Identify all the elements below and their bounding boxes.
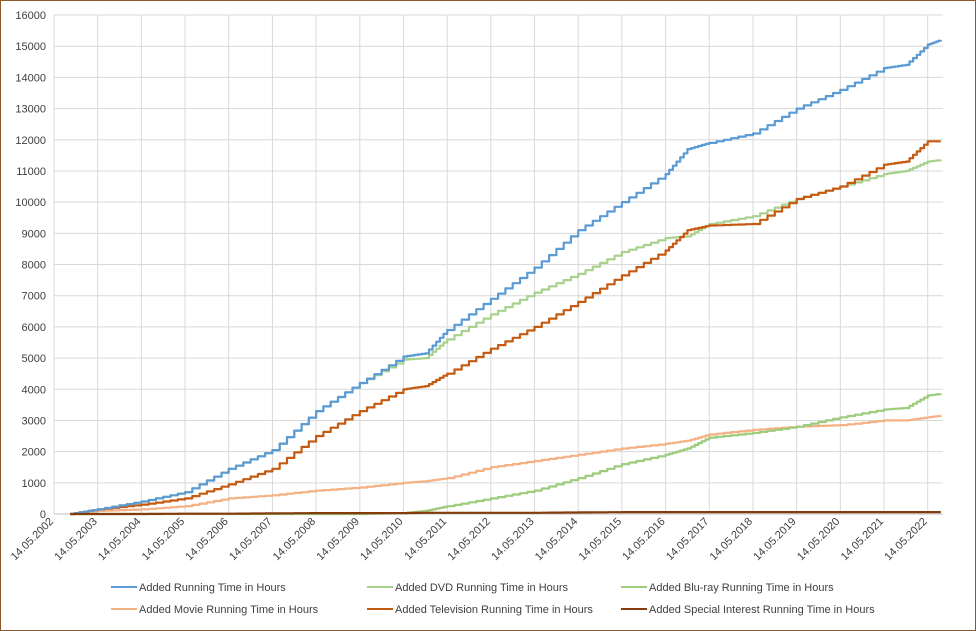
legend: Added Running Time in Hours Added DVD Run…: [111, 582, 875, 616]
x-tick-label: 14.05.2007: [227, 516, 274, 563]
legend-item: Added Blu-ray Running Time in Hours: [621, 582, 834, 594]
x-tick-label: 14.05.2016: [620, 516, 667, 563]
y-tick-label: 8000: [22, 260, 46, 272]
y-tick-label: 6000: [22, 322, 46, 334]
x-axis-tick-labels: 14.05.200214.05.200314.05.200414.05.2005…: [9, 516, 930, 563]
x-tick-label: 14.05.2019: [751, 516, 798, 563]
y-tick-label: 1000: [22, 478, 46, 490]
legend-item: Added DVD Running Time in Hours: [367, 582, 569, 594]
y-tick-label: 4000: [22, 384, 46, 396]
y-tick-label: 11000: [16, 166, 46, 178]
x-tick-label: 14.05.2017: [664, 516, 711, 563]
x-tick-label: 14.05.2006: [183, 516, 230, 563]
x-tick-label: 14.05.2009: [314, 516, 361, 563]
x-tick-label: 14.05.2020: [795, 516, 842, 563]
y-tick-label: 7000: [22, 291, 46, 303]
x-tick-label: 14.05.2022: [882, 516, 929, 563]
x-tick-label: 14.05.2014: [533, 516, 580, 563]
y-tick-label: 0: [40, 509, 46, 521]
x-tick-label: 14.05.2002: [9, 516, 56, 563]
y-tick-label: 2000: [22, 447, 46, 459]
y-tick-label: 3000: [22, 415, 46, 427]
series-line: [70, 511, 941, 516]
series-line: [70, 393, 942, 516]
legend-label: Added Television Running Time in Hours: [395, 604, 593, 616]
x-tick-label: 14.05.2021: [839, 516, 886, 563]
x-tick-label: 14.05.2018: [708, 516, 755, 563]
legend-item: Added Special Interest Running Time in H…: [621, 604, 875, 616]
x-tick-label: 14.05.2015: [577, 516, 624, 563]
legend-item: Added Running Time in Hours: [111, 582, 286, 594]
x-tick-label: 14.05.2004: [96, 516, 143, 563]
y-tick-label: 15000: [15, 41, 46, 53]
series-line: [70, 39, 942, 516]
y-axis-tick-labels: 0 1000 2000 3000 4000 5000 6000 7000 8000 9000 100…: [15, 10, 46, 521]
x-tick-label: 14.05.2012: [446, 516, 493, 563]
y-tick-label: 16000: [15, 10, 46, 22]
x-tick-label: 14.05.2011: [402, 516, 449, 563]
y-tick-label: 5000: [22, 353, 46, 365]
x-tick-label: 14.05.2013: [489, 516, 536, 563]
y-tick-label: 12000: [15, 135, 46, 147]
legend-label: Added Special Interest Running Time in H…: [649, 604, 875, 616]
legend-item: Added Movie Running Time in Hours: [111, 604, 319, 616]
y-tick-label: 9000: [22, 228, 46, 240]
y-tick-label: 10000: [15, 197, 46, 209]
series-line: [70, 414, 942, 516]
series-line: [70, 159, 942, 516]
legend-label: Added Movie Running Time in Hours: [139, 604, 319, 616]
series-line: [70, 140, 941, 516]
y-tick-label: 13000: [15, 104, 46, 116]
x-tick-label: 14.05.2008: [271, 516, 318, 563]
legend-label: Added Running Time in Hours: [139, 582, 286, 594]
legend-label: Added DVD Running Time in Hours: [395, 582, 569, 594]
x-tick-label: 14.05.2005: [140, 516, 187, 563]
legend-label: Added Blu-ray Running Time in Hours: [649, 582, 834, 594]
series-lines: [70, 39, 942, 516]
x-tick-label: 14.05.2010: [358, 516, 405, 563]
y-tick-label: 14000: [15, 72, 46, 84]
x-tick-label: 14.05.2003: [52, 516, 99, 563]
legend-item: Added Television Running Time in Hours: [367, 604, 593, 616]
gridlines: [53, 14, 943, 515]
